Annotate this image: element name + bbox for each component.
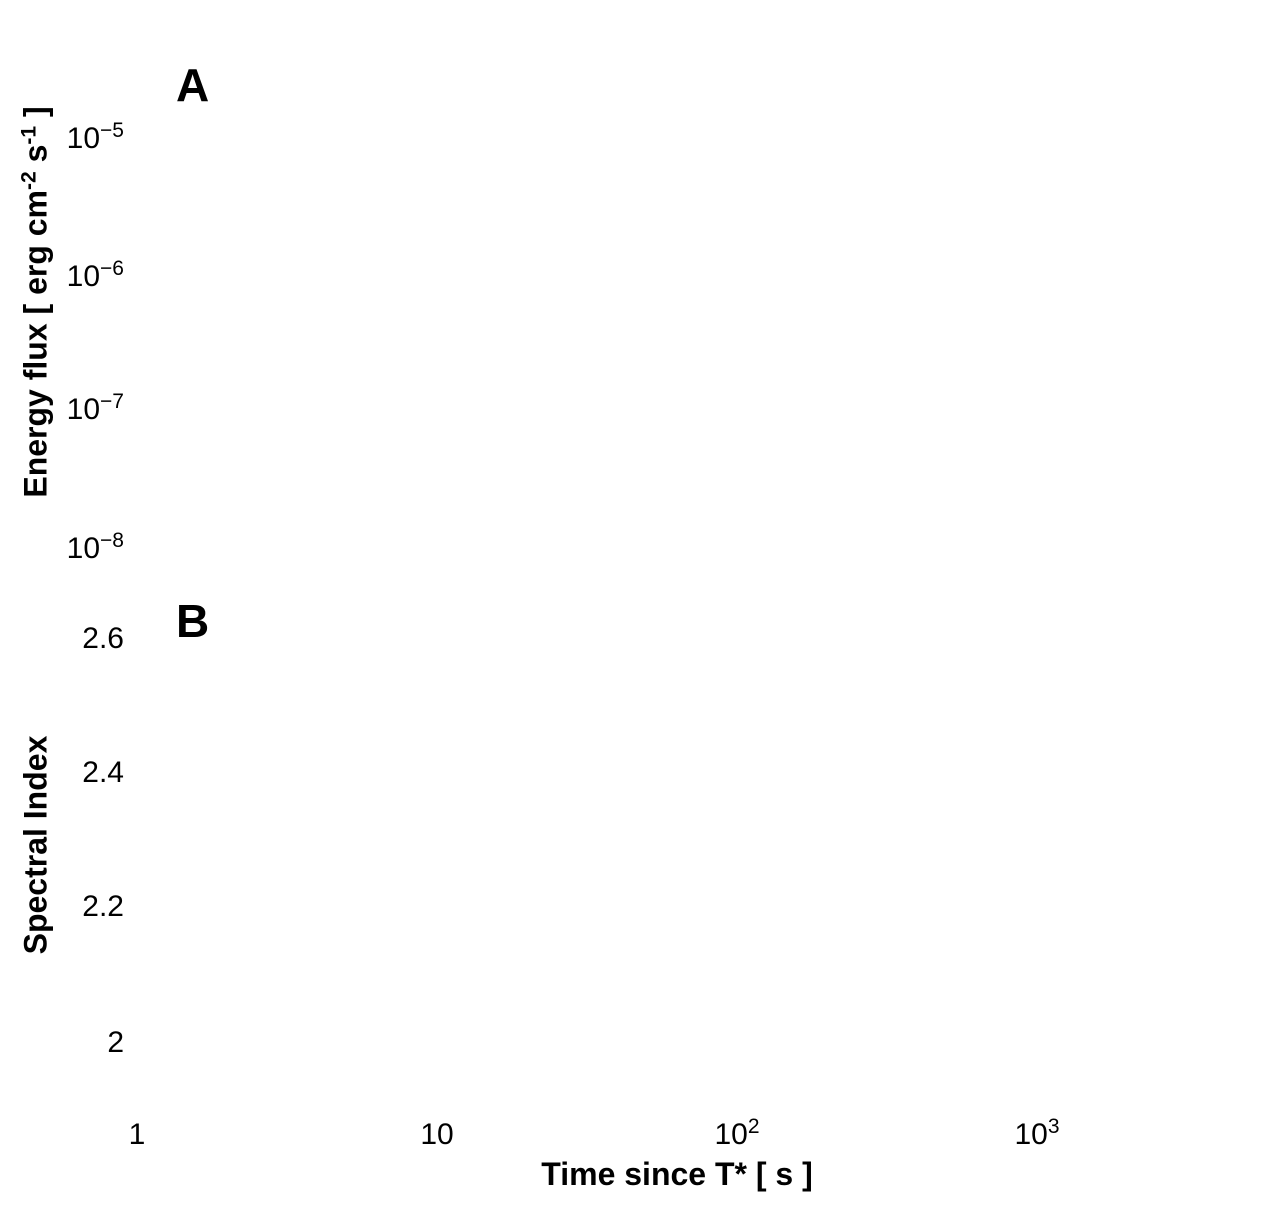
flux-tick-label-1e-7: 10−7	[66, 390, 124, 426]
x-tick-label-1000: 103	[1014, 1115, 1060, 1151]
index-tick-label-2.6: 2.6	[82, 622, 124, 655]
index-tick-label-2: 2	[107, 1026, 124, 1059]
panel-a-label: A	[176, 59, 210, 111]
flux-tick-label-1e-6: 10−6	[66, 257, 124, 293]
x-tick-label-10: 10	[420, 1118, 454, 1151]
index-tick-label-2.4: 2.4	[82, 756, 124, 789]
superscript: -2	[17, 171, 41, 190]
x-tick-label-1: 1	[128, 1118, 146, 1151]
flux-tick-label-1e-8: 10−8	[66, 529, 124, 565]
flux-tick-label-1e-5: 10−5	[66, 119, 124, 155]
index-tick-label-2.2: 2.2	[82, 890, 124, 923]
y-axis-title-flux: Energy flux [ erg cm-2 s-1 ]	[17, 106, 54, 498]
x-tick-label-100: 102	[714, 1115, 760, 1151]
x-axis-title: Time since T* [ s ]	[541, 1156, 813, 1192]
panel-b-label: B	[176, 595, 210, 647]
